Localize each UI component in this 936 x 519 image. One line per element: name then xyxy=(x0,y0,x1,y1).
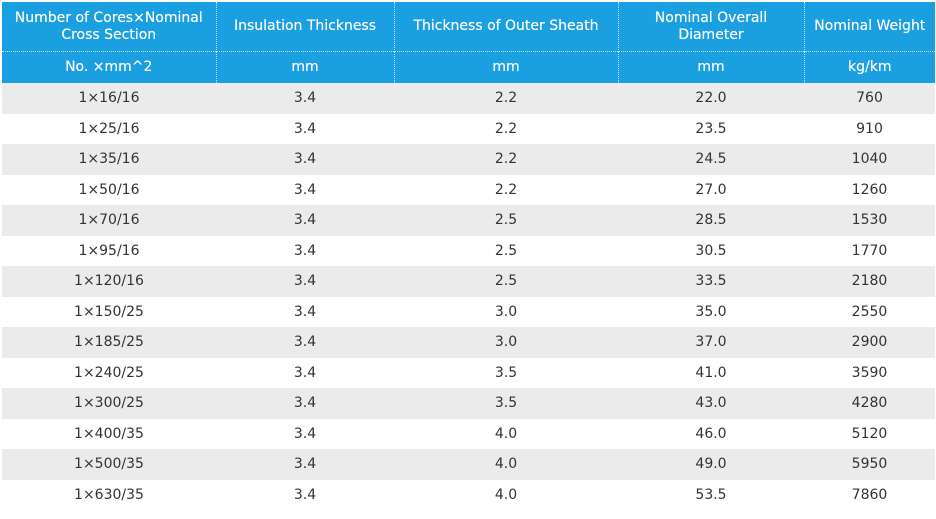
cell-outer-sheath-thickness: 2.2 xyxy=(394,174,618,205)
cell-insulation-thickness: 3.4 xyxy=(216,418,394,449)
cell-nominal-weight: 1040 xyxy=(804,144,935,175)
cell-cores-cross-section: 1×25/16 xyxy=(2,113,216,144)
cell-overall-diameter: 37.0 xyxy=(618,327,804,358)
unit-outer-sheath-thickness: mm xyxy=(394,51,619,83)
cell-insulation-thickness: 3.4 xyxy=(216,174,394,205)
table-row: 1×500/35 3.4 4.0 49.0 5950 xyxy=(2,449,935,480)
cell-outer-sheath-thickness: 2.5 xyxy=(394,235,618,266)
units-row: No. ×mm^2 mm mm mm kg/km xyxy=(2,51,935,83)
cell-overall-diameter: 49.0 xyxy=(618,449,804,480)
cell-nominal-weight: 7860 xyxy=(804,479,935,510)
header-outer-sheath-thickness: Thickness of Outer Sheath xyxy=(394,2,619,52)
table-row: 1×185/25 3.4 3.0 37.0 2900 xyxy=(2,327,935,358)
cell-outer-sheath-thickness: 4.0 xyxy=(394,418,618,449)
cell-overall-diameter: 24.5 xyxy=(618,144,804,175)
cell-cores-cross-section: 1×35/16 xyxy=(2,144,216,175)
header-overall-diameter: Nominal Overall Diameter xyxy=(618,2,805,52)
cell-insulation-thickness: 3.4 xyxy=(216,479,394,510)
cell-cores-cross-section: 1×95/16 xyxy=(2,235,216,266)
table-row: 1×630/35 3.4 4.0 53.5 7860 xyxy=(2,479,935,510)
cell-nominal-weight: 2180 xyxy=(804,266,935,297)
unit-cores-cross-section: No. ×mm^2 xyxy=(2,51,217,83)
unit-overall-diameter: mm xyxy=(618,51,805,83)
cell-outer-sheath-thickness: 4.0 xyxy=(394,479,618,510)
table-row: 1×240/25 3.4 3.5 41.0 3590 xyxy=(2,357,935,388)
cell-overall-diameter: 53.5 xyxy=(618,479,804,510)
cell-outer-sheath-thickness: 2.5 xyxy=(394,266,618,297)
cell-cores-cross-section: 1×120/16 xyxy=(2,266,216,297)
cell-outer-sheath-thickness: 3.5 xyxy=(394,357,618,388)
cell-nominal-weight: 5120 xyxy=(804,418,935,449)
cell-cores-cross-section: 1×70/16 xyxy=(2,205,216,236)
header-nominal-weight: Nominal Weight xyxy=(804,2,935,52)
cell-nominal-weight: 3590 xyxy=(804,357,935,388)
cell-nominal-weight: 760 xyxy=(804,83,935,114)
unit-insulation-thickness: mm xyxy=(216,51,395,83)
cell-overall-diameter: 22.0 xyxy=(618,83,804,114)
cell-overall-diameter: 23.5 xyxy=(618,113,804,144)
cell-insulation-thickness: 3.4 xyxy=(216,144,394,175)
header-cores-cross-section: Number of Cores×Nominal Cross Section xyxy=(2,2,217,52)
cell-outer-sheath-thickness: 2.5 xyxy=(394,205,618,236)
header-row: Number of Cores×Nominal Cross Section In… xyxy=(2,2,935,52)
cell-insulation-thickness: 3.4 xyxy=(216,205,394,236)
cell-nominal-weight: 2550 xyxy=(804,296,935,327)
cell-nominal-weight: 1260 xyxy=(804,174,935,205)
cable-spec-table: Number of Cores×Nominal Cross Section In… xyxy=(2,2,935,510)
cell-cores-cross-section: 1×150/25 xyxy=(2,296,216,327)
cell-overall-diameter: 33.5 xyxy=(618,266,804,297)
cell-insulation-thickness: 3.4 xyxy=(216,235,394,266)
table-row: 1×16/16 3.4 2.2 22.0 760 xyxy=(2,83,935,114)
cell-overall-diameter: 27.0 xyxy=(618,174,804,205)
cell-overall-diameter: 28.5 xyxy=(618,205,804,236)
cell-insulation-thickness: 3.4 xyxy=(216,357,394,388)
table-row: 1×50/16 3.4 2.2 27.0 1260 xyxy=(2,174,935,205)
cell-insulation-thickness: 3.4 xyxy=(216,327,394,358)
cell-outer-sheath-thickness: 3.0 xyxy=(394,327,618,358)
cell-insulation-thickness: 3.4 xyxy=(216,83,394,114)
table-body: 1×16/16 3.4 2.2 22.0 760 1×25/16 3.4 2.2 23.5 910… xyxy=(2,83,935,510)
table-row: 1×35/16 3.4 2.2 24.5 1040 xyxy=(2,144,935,175)
unit-nominal-weight: kg/km xyxy=(804,51,935,83)
cell-cores-cross-section: 1×16/16 xyxy=(2,83,216,114)
cell-overall-diameter: 46.0 xyxy=(618,418,804,449)
cell-overall-diameter: 43.0 xyxy=(618,388,804,419)
table-row: 1×25/16 3.4 2.2 23.5 910 xyxy=(2,113,935,144)
cell-overall-diameter: 30.5 xyxy=(618,235,804,266)
cell-insulation-thickness: 3.4 xyxy=(216,388,394,419)
cell-cores-cross-section: 1×300/25 xyxy=(2,388,216,419)
cell-insulation-thickness: 3.4 xyxy=(216,266,394,297)
header-insulation-thickness: Insulation Thickness xyxy=(216,2,395,52)
table-row: 1×95/16 3.4 2.5 30.5 1770 xyxy=(2,235,935,266)
cell-outer-sheath-thickness: 3.0 xyxy=(394,296,618,327)
cell-cores-cross-section: 1×400/35 xyxy=(2,418,216,449)
cell-outer-sheath-thickness: 2.2 xyxy=(394,144,618,175)
table-row: 1×70/16 3.4 2.5 28.5 1530 xyxy=(2,205,935,236)
table-row: 1×400/35 3.4 4.0 46.0 5120 xyxy=(2,418,935,449)
table-row: 1×150/25 3.4 3.0 35.0 2550 xyxy=(2,296,935,327)
cell-nominal-weight: 5950 xyxy=(804,449,935,480)
table-row: 1×300/25 3.4 3.5 43.0 4280 xyxy=(2,388,935,419)
cell-insulation-thickness: 3.4 xyxy=(216,449,394,480)
cell-outer-sheath-thickness: 2.2 xyxy=(394,113,618,144)
cell-outer-sheath-thickness: 2.2 xyxy=(394,83,618,114)
cell-cores-cross-section: 1×185/25 xyxy=(2,327,216,358)
cell-nominal-weight: 4280 xyxy=(804,388,935,419)
cell-insulation-thickness: 3.4 xyxy=(216,296,394,327)
cell-overall-diameter: 41.0 xyxy=(618,357,804,388)
cell-nominal-weight: 1770 xyxy=(804,235,935,266)
cell-cores-cross-section: 1×240/25 xyxy=(2,357,216,388)
cell-cores-cross-section: 1×630/35 xyxy=(2,479,216,510)
table-header: Number of Cores×Nominal Cross Section In… xyxy=(2,2,935,83)
cell-cores-cross-section: 1×50/16 xyxy=(2,174,216,205)
cell-nominal-weight: 1530 xyxy=(804,205,935,236)
cell-nominal-weight: 2900 xyxy=(804,327,935,358)
cell-outer-sheath-thickness: 4.0 xyxy=(394,449,618,480)
table-row: 1×120/16 3.4 2.5 33.5 2180 xyxy=(2,266,935,297)
cell-cores-cross-section: 1×500/35 xyxy=(2,449,216,480)
cell-nominal-weight: 910 xyxy=(804,113,935,144)
cell-outer-sheath-thickness: 3.5 xyxy=(394,388,618,419)
cell-insulation-thickness: 3.4 xyxy=(216,113,394,144)
cell-overall-diameter: 35.0 xyxy=(618,296,804,327)
